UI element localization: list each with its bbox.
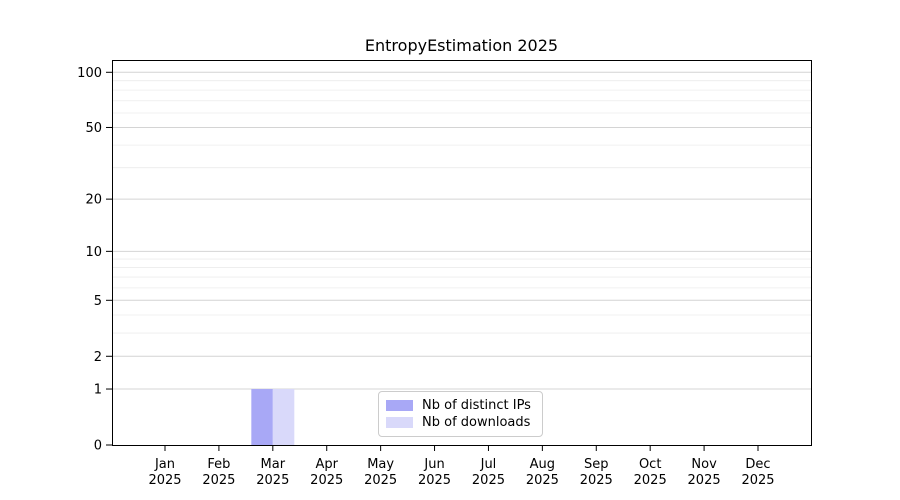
chart-title: EntropyEstimation 2025 bbox=[364, 36, 559, 55]
x-tick-year-aug: 2025 bbox=[526, 473, 559, 488]
bar-nb-of-distinct-ips-mar bbox=[251, 389, 273, 445]
x-tick-year-jun: 2025 bbox=[418, 473, 451, 488]
x-tick-label-nov: Nov bbox=[691, 457, 717, 472]
x-tick-label-may: May bbox=[367, 457, 394, 472]
y-tick-label-1: 1 bbox=[94, 383, 102, 398]
legend-item-distinct-ips: Nb of distinct IPs bbox=[386, 398, 535, 413]
y-tick-label-50: 50 bbox=[85, 121, 102, 136]
legend-label-distinct-ips: Nb of distinct IPs bbox=[422, 397, 531, 413]
x-tick-label-jul: Jul bbox=[480, 457, 497, 472]
x-tick-label-mar: Mar bbox=[261, 457, 286, 472]
legend-swatch-distinct-ips bbox=[386, 399, 413, 411]
legend-label-downloads: Nb of downloads bbox=[422, 415, 531, 431]
y-tick-label-10: 10 bbox=[85, 245, 102, 260]
bar-nb-of-downloads-mar bbox=[272, 389, 295, 445]
y-tick-label-0: 0 bbox=[94, 439, 102, 454]
x-tick-year-feb: 2025 bbox=[202, 473, 235, 488]
x-tick-label-jan: Jan bbox=[154, 457, 175, 472]
y-tick-label-5: 5 bbox=[94, 294, 102, 309]
plot-border bbox=[112, 60, 812, 446]
legend-item-downloads: Nb of downloads bbox=[386, 415, 535, 430]
x-tick-label-apr: Apr bbox=[315, 457, 338, 472]
x-tick-label-sep: Sep bbox=[584, 457, 609, 472]
x-tick-label-oct: Oct bbox=[639, 457, 661, 472]
x-tick-year-nov: 2025 bbox=[688, 473, 721, 488]
x-tick-label-dec: Dec bbox=[745, 457, 770, 472]
legend-swatch-downloads bbox=[386, 417, 413, 429]
legend: Nb of distinct IPs Nb of downloads bbox=[378, 391, 543, 437]
x-tick-label-jun: Jun bbox=[423, 457, 444, 472]
x-tick-label-feb: Feb bbox=[207, 457, 230, 472]
x-tick-year-sep: 2025 bbox=[580, 473, 613, 488]
x-tick-year-oct: 2025 bbox=[634, 473, 667, 488]
y-tick-label-100: 100 bbox=[77, 66, 102, 81]
y-tick-label-2: 2 bbox=[94, 350, 102, 365]
x-tick-year-jul: 2025 bbox=[472, 473, 505, 488]
y-tick-label-20: 20 bbox=[85, 193, 102, 208]
x-tick-label-aug: Aug bbox=[530, 457, 555, 472]
x-tick-year-dec: 2025 bbox=[741, 473, 774, 488]
x-tick-year-mar: 2025 bbox=[256, 473, 289, 488]
x-tick-year-jan: 2025 bbox=[148, 473, 181, 488]
x-tick-year-apr: 2025 bbox=[310, 473, 343, 488]
x-tick-year-may: 2025 bbox=[364, 473, 397, 488]
